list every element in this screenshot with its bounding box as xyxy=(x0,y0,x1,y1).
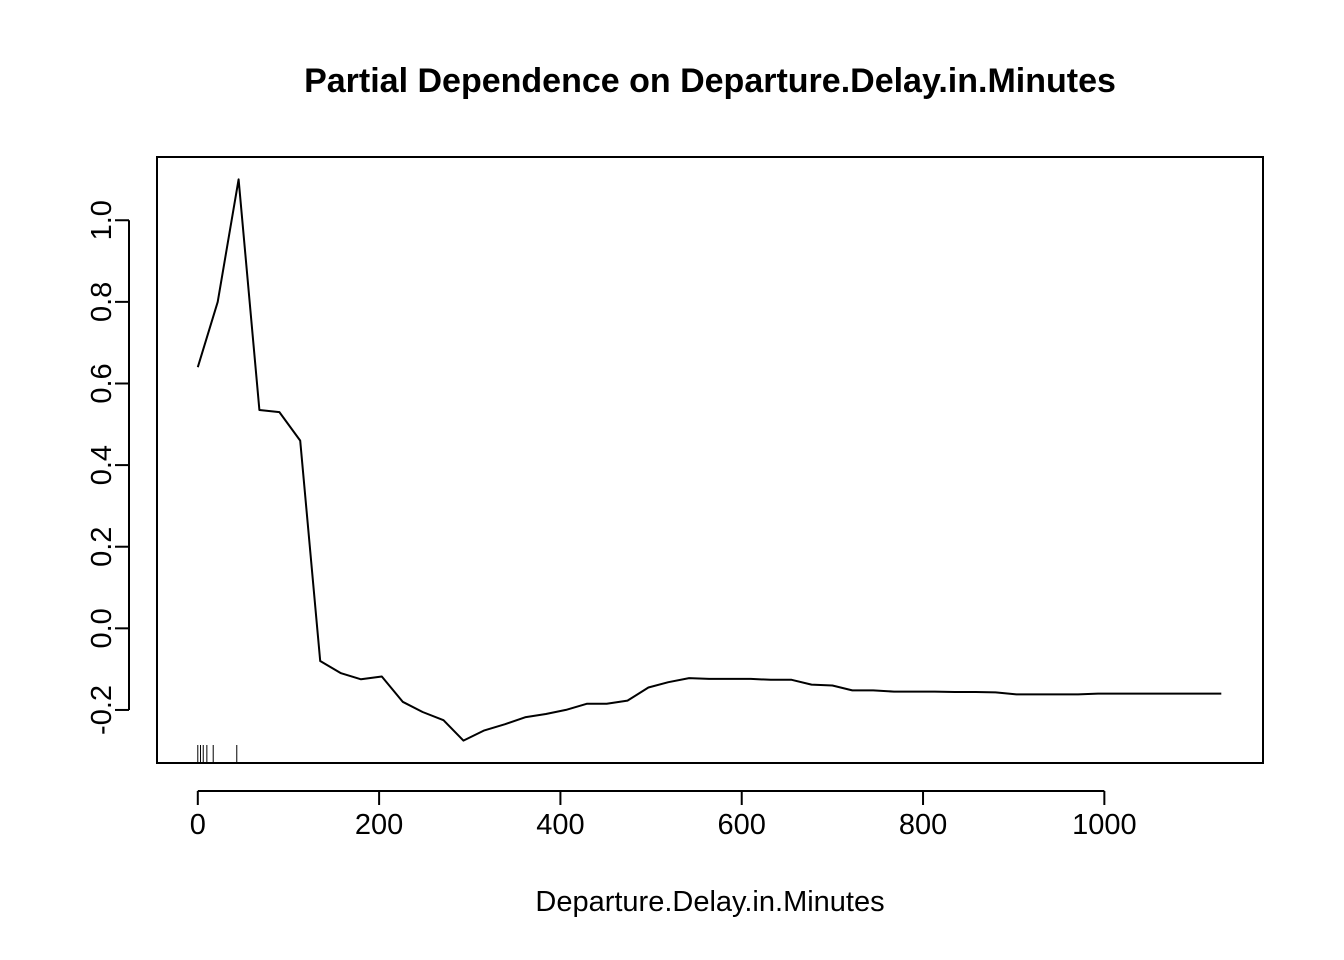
chart-title: Partial Dependence on Departure.Delay.in… xyxy=(304,62,1116,100)
plot-frame xyxy=(156,156,1264,764)
y-tick-label: 0.2 xyxy=(86,527,118,567)
x-tick-label: 1000 xyxy=(1072,809,1137,841)
y-tick-label: 0.8 xyxy=(86,282,118,322)
y-tick-label: 0.4 xyxy=(86,445,118,485)
x-tick-label: 400 xyxy=(536,809,584,841)
series-line xyxy=(196,178,1222,742)
y-axis: -0.2 0.0 0.2 0.4 0.6 0.8 1.0 xyxy=(86,200,130,735)
y-tick-label: 1.0 xyxy=(86,200,118,240)
x-tick-label: 600 xyxy=(718,809,766,841)
series-group xyxy=(196,178,1222,742)
x-tick-label: 0 xyxy=(190,809,206,841)
y-tick-label: -0.2 xyxy=(86,685,118,735)
rug-marks xyxy=(197,745,238,763)
x-tick-label: 200 xyxy=(355,809,403,841)
x-axis: 0 200 400 600 800 1000 xyxy=(190,790,1137,841)
y-tick-label: 0.6 xyxy=(86,363,118,403)
x-tick-label: 800 xyxy=(899,809,947,841)
x-axis-label: Departure.Delay.in.Minutes xyxy=(535,886,884,918)
y-tick-label: 0.0 xyxy=(86,608,118,648)
